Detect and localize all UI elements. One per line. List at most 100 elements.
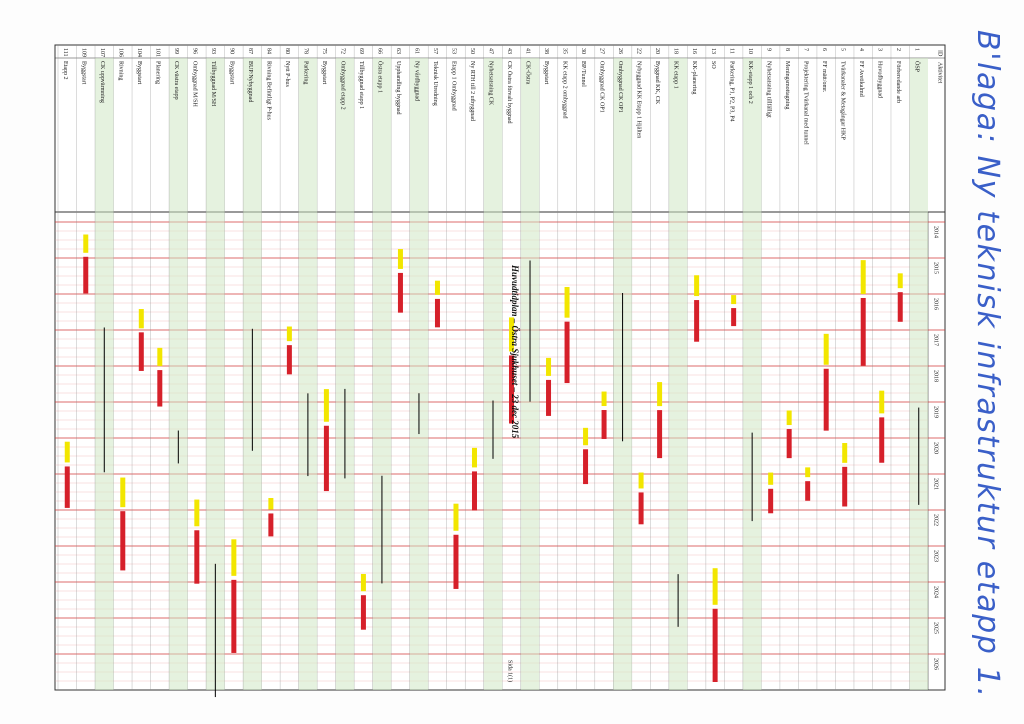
row-name: ÖSP [913, 61, 920, 73]
row-name: Ombyggnad CK OP1 [617, 61, 623, 113]
work-bar [157, 370, 163, 407]
id-header: ID [937, 50, 943, 57]
summary-bracket [214, 563, 216, 698]
row-id: 63 [395, 48, 401, 54]
row-name: Ombyggnad CK OP1 [599, 61, 605, 113]
work-bar [731, 308, 737, 327]
year-label: 2023 [933, 550, 939, 562]
row-id: 57 [432, 48, 438, 54]
work-bar [120, 511, 126, 571]
chart-title: Huvudtidplan – Östra Sjukhuset – 23 dec … [510, 264, 520, 439]
planning-bar [860, 260, 866, 294]
row-id: 106 [117, 48, 123, 57]
work-bar [509, 355, 515, 424]
row-id: 3 [876, 48, 882, 51]
summary-bracket [381, 475, 383, 584]
summary-bracket [103, 327, 105, 473]
planning-bar [397, 249, 403, 269]
row-id: 1 [913, 48, 919, 51]
summary-bracket [622, 292, 624, 442]
row-id: 6 [821, 48, 827, 51]
summary-bracket [751, 432, 753, 522]
planning-bar [786, 410, 792, 426]
work-bar [805, 481, 811, 501]
row-name: KK etapp 2 ombyggnad [562, 61, 568, 119]
work-bar [397, 272, 403, 313]
row-name: Byggstart [321, 61, 327, 85]
row-id: 22 [636, 48, 642, 54]
work-bar [694, 300, 700, 342]
row-name: Nyhetsatsning CK [488, 61, 494, 106]
work-bar [601, 410, 607, 439]
row-name: Nytt P-hus [284, 61, 290, 88]
planning-bar [64, 441, 70, 463]
work-bar [323, 425, 329, 492]
group-row [409, 58, 429, 690]
planning-bar [138, 309, 144, 329]
row-name: Huvudbyggnad [876, 61, 882, 98]
year-label: 2026 [933, 658, 939, 670]
row-name: KK-planering [691, 61, 697, 94]
name-header: Aktivitet [937, 62, 943, 84]
year-label: 2014 [933, 226, 939, 238]
work-bar [434, 298, 440, 328]
work-bar [564, 321, 570, 384]
work-bar [583, 449, 589, 485]
row-name: Etapp 2 [62, 61, 68, 80]
planning-bar [509, 317, 515, 352]
planning-bar [842, 443, 848, 463]
footer: Sida 1(1) [507, 660, 514, 682]
planning-bar [638, 472, 644, 489]
work-bar [860, 297, 866, 366]
planning-bar [805, 467, 811, 478]
row-name: Tvärkanaler & Metagångar HKP [839, 61, 846, 140]
row-id: 10 [747, 48, 753, 54]
work-bar [64, 466, 70, 508]
row-id: 41 [525, 48, 531, 54]
summary-bracket [251, 328, 253, 451]
row-name: Upphandling byggnad [395, 61, 401, 115]
row-id: 84 [265, 48, 271, 54]
group-row [298, 58, 318, 690]
row-id: 13 [710, 48, 716, 54]
group-row [483, 58, 503, 690]
work-bar [786, 429, 792, 459]
summary-bracket [418, 393, 420, 435]
row-id: 75 [321, 48, 327, 54]
row-id: 8 [784, 48, 790, 51]
group-row [206, 58, 225, 690]
row-id: 20 [654, 48, 660, 54]
planning-bar [657, 382, 663, 407]
year-label: 2025 [933, 622, 939, 634]
planning-bar [897, 273, 903, 289]
row-id: 38 [543, 48, 549, 54]
summary-bracket [492, 400, 494, 459]
planning-bar [694, 275, 700, 297]
work-bar [83, 256, 89, 294]
row-id: 101 [154, 48, 160, 57]
work-bar [879, 417, 885, 463]
row-id: 53 [451, 48, 457, 54]
row-id: 9 [765, 48, 771, 51]
work-bar [546, 379, 552, 416]
row-name: Byggstart [136, 61, 142, 85]
schedule-table [54, 44, 946, 698]
year-label: 2024 [933, 586, 939, 598]
work-bar [897, 292, 903, 322]
planning-bar [823, 333, 829, 365]
work-bar [231, 579, 237, 653]
row-name: Parkering, P1, P2, P3, P4 [728, 61, 734, 122]
work-bar [768, 488, 774, 514]
row-name: FF Avetikalmd [858, 61, 864, 97]
row-id: 50 [469, 48, 475, 54]
row-name: Rivning Befintligt P-hus [265, 61, 272, 121]
work-bar [360, 595, 366, 630]
year-label: 2019 [933, 406, 939, 418]
planning-bar [120, 477, 126, 508]
row-id: 16 [691, 48, 697, 54]
planning-bar [231, 539, 237, 576]
planning-bar [546, 357, 552, 376]
year-label: 2022 [933, 514, 939, 526]
year-label: 2017 [933, 334, 939, 346]
